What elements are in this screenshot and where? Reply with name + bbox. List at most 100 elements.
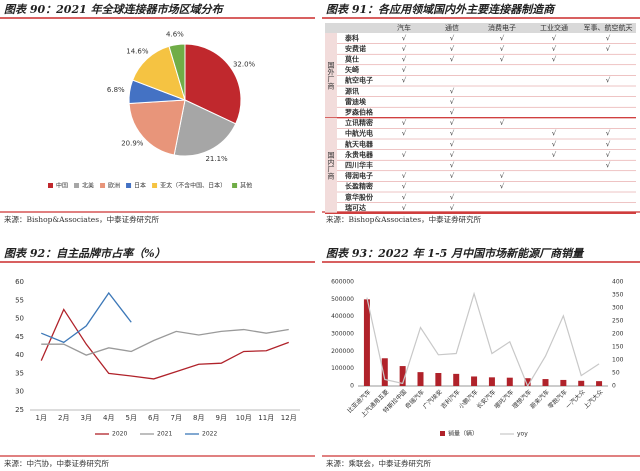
check: √ [402, 34, 407, 42]
check: √ [606, 162, 611, 170]
row-label: 航空电子 [345, 76, 373, 85]
pie-slice [184, 43, 242, 125]
row-label: 瑞可达 [345, 203, 366, 212]
x-tick-label: 5月 [126, 414, 137, 422]
check: √ [552, 151, 557, 159]
check: √ [402, 56, 407, 64]
source: 来源：Bishop&Associates，中泰证券研究所 [326, 214, 482, 224]
check: √ [402, 45, 407, 53]
check: √ [402, 172, 407, 180]
check: √ [450, 87, 455, 95]
check: √ [450, 193, 455, 201]
bar [435, 373, 442, 386]
y-tick-label: 50 [15, 315, 24, 323]
check: √ [450, 140, 455, 148]
row-label: 长盈精密 [345, 182, 373, 191]
x-tick-label: 10月 [236, 414, 252, 422]
row-label: 意华股份 [345, 192, 374, 201]
row-label: 永贵电器 [344, 150, 374, 159]
check: √ [450, 172, 455, 180]
y-tick-label: 30 [15, 388, 24, 396]
y-tick-label: 25 [15, 406, 24, 414]
group-cell [325, 117, 337, 214]
legend-label: 销量（辆） [448, 430, 478, 438]
row-label: 罗森伯格 [345, 108, 374, 117]
bar [399, 366, 406, 386]
column-header: 汽车 [397, 23, 411, 32]
y-tick-label: 55 [15, 296, 24, 304]
check: √ [606, 130, 611, 138]
y2-tick-label: 150 [612, 344, 624, 351]
check: √ [450, 119, 455, 127]
legend-label: 中国 [56, 182, 68, 190]
yoy-line [366, 291, 600, 388]
check: √ [450, 204, 455, 212]
check: √ [552, 130, 557, 138]
data-label: 6.8% [107, 86, 125, 94]
check: √ [552, 34, 557, 42]
bar [417, 372, 424, 386]
legend-label: 2021 [157, 431, 172, 438]
check: √ [402, 130, 407, 138]
y2-tick-label: 250 [612, 318, 624, 325]
row-label: 航天电器 [345, 139, 374, 148]
y-tick-label: 60 [15, 278, 24, 286]
bar [524, 378, 531, 386]
bar [381, 358, 388, 386]
table-header [325, 23, 636, 33]
bar [453, 373, 460, 386]
check: √ [402, 151, 407, 159]
legend-swatch [74, 183, 80, 188]
row-label: 四川华丰 [345, 161, 373, 170]
check: √ [450, 98, 455, 106]
bar [542, 379, 549, 386]
series-line [41, 328, 289, 356]
pie-slice [132, 45, 186, 101]
x-tick-label: 9月 [216, 414, 227, 422]
x-tick-label: 4月 [103, 414, 114, 422]
legend-swatch [100, 183, 106, 188]
y2-tick-label: 200 [612, 331, 624, 338]
data-label: 20.9% [121, 139, 144, 147]
y-tick-label: 100000 [331, 365, 354, 372]
check: √ [402, 193, 407, 201]
check: √ [402, 77, 407, 85]
y-tick-label: 500000 [331, 296, 354, 303]
legend-swatch [232, 183, 238, 188]
group-label: 国外厂商 [327, 61, 335, 90]
check: √ [606, 151, 611, 159]
check: √ [402, 204, 407, 212]
bar [596, 381, 603, 386]
panel-title: 图表 91：各应用领域国内外主要连接器制造商 [326, 3, 556, 16]
legend-label: 欧洲 [108, 182, 120, 190]
check: √ [606, 77, 611, 85]
x-tick-label: 6月 [148, 414, 159, 422]
legend-swatch [48, 183, 53, 188]
series-line [40, 308, 289, 380]
panel-title: 图表 93：2022 年 1-5 月中国市场新能源厂商销量 [326, 247, 585, 260]
column-header: 工业交通 [540, 23, 568, 32]
legend-label: yoy [517, 431, 528, 438]
group-label: 国内厂商 [327, 152, 335, 181]
group-cell [325, 33, 337, 118]
check: √ [450, 151, 455, 159]
row-label: 中航光电 [345, 129, 373, 138]
check: √ [552, 56, 557, 64]
check: √ [552, 140, 557, 148]
bar [488, 377, 495, 386]
legend-label: 2022 [202, 431, 217, 438]
row-label: 立讯精密 [345, 118, 373, 127]
column-header: 通信 [445, 23, 459, 32]
check: √ [450, 162, 455, 170]
panel-title: 图表 92：自主品牌市占率（%） [4, 247, 166, 260]
legend-label: 2020 [112, 431, 127, 438]
row-label: 矢崎 [344, 65, 359, 74]
bar [560, 379, 567, 386]
check: √ [552, 45, 557, 53]
check: √ [402, 119, 407, 127]
check: √ [500, 45, 505, 53]
bar [506, 377, 513, 386]
y2-tick-label: 350 [612, 292, 624, 299]
y-tick-label: 0 [350, 383, 354, 390]
